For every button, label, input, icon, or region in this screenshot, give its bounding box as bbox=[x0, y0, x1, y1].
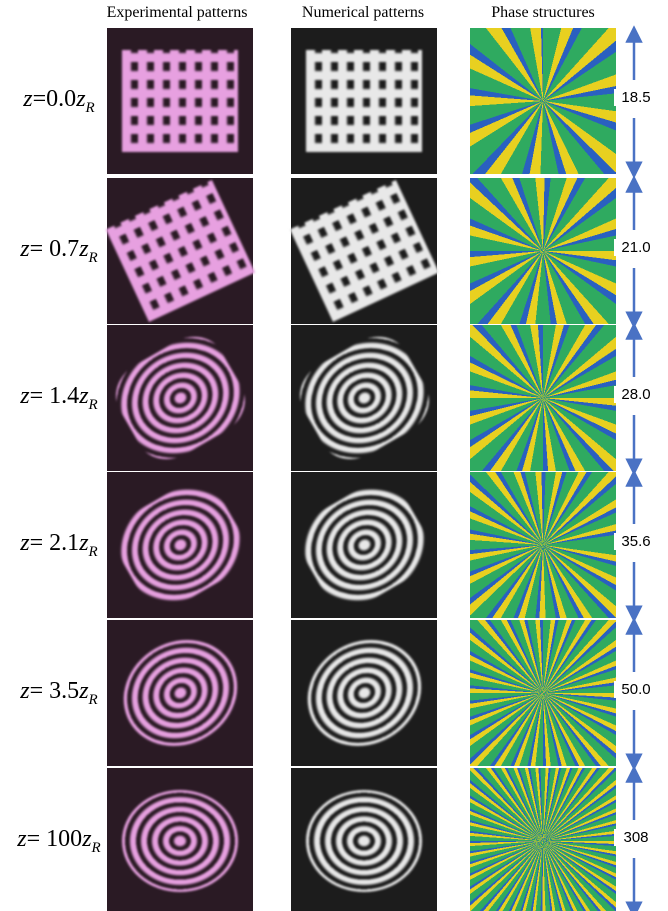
var: z bbox=[20, 383, 29, 409]
row-label: z= 0.7zR bbox=[4, 236, 114, 267]
value: = 1.4 bbox=[30, 383, 80, 409]
value: = 2.1 bbox=[30, 530, 80, 556]
scale-value: 50.0 bbox=[614, 681, 658, 698]
pattern bbox=[306, 790, 423, 892]
subscript: R bbox=[89, 692, 98, 708]
phase-image bbox=[470, 472, 616, 618]
pattern bbox=[288, 620, 440, 767]
experimental-image bbox=[107, 178, 253, 324]
numerical-image bbox=[291, 28, 437, 174]
figure: Experimental patterns Numerical patterns… bbox=[0, 0, 668, 911]
numerical-image bbox=[291, 768, 437, 911]
phase-image bbox=[470, 178, 616, 324]
experimental-image bbox=[107, 620, 253, 766]
pattern bbox=[104, 472, 256, 619]
phase-image bbox=[470, 28, 616, 174]
var: z bbox=[20, 530, 29, 556]
subscript: R bbox=[89, 544, 98, 560]
experimental-image bbox=[107, 28, 253, 174]
var: z bbox=[20, 236, 29, 262]
numerical-image bbox=[291, 620, 437, 766]
experimental-image bbox=[107, 325, 253, 471]
row-label: z=0.0zR bbox=[4, 86, 114, 117]
scale-value: 35.6 bbox=[614, 533, 658, 550]
value: = 3.5 bbox=[30, 678, 80, 704]
var: z bbox=[82, 826, 91, 852]
scale-value: 308 bbox=[614, 829, 658, 846]
var: z bbox=[23, 86, 32, 112]
var: z bbox=[20, 678, 29, 704]
pattern bbox=[288, 472, 440, 619]
var: z bbox=[79, 383, 88, 409]
numerical-image bbox=[291, 178, 437, 324]
pattern bbox=[289, 180, 438, 322]
pattern bbox=[122, 790, 239, 892]
var: z bbox=[17, 826, 26, 852]
var: z bbox=[79, 236, 88, 262]
phase-image bbox=[470, 325, 616, 471]
pattern bbox=[122, 50, 239, 152]
scale-value: 21.0 bbox=[614, 239, 658, 256]
scale-value: 18.5 bbox=[614, 89, 658, 106]
phase-image bbox=[470, 768, 616, 911]
value: =0.0 bbox=[33, 86, 77, 112]
numerical-image bbox=[291, 472, 437, 618]
pattern bbox=[105, 180, 254, 322]
pattern bbox=[288, 325, 440, 472]
row-label: z= 3.5zR bbox=[4, 678, 114, 709]
phase-image bbox=[470, 620, 616, 766]
experimental-image bbox=[107, 472, 253, 618]
subscript: R bbox=[86, 100, 95, 116]
subscript: R bbox=[89, 250, 98, 266]
subscript: R bbox=[92, 840, 101, 856]
subscript: R bbox=[89, 397, 98, 413]
value: = 100 bbox=[27, 826, 83, 852]
experimental-image bbox=[107, 768, 253, 911]
scale-value: 28.0 bbox=[614, 386, 658, 403]
row-label: z= 100zR bbox=[4, 826, 114, 857]
pattern bbox=[306, 50, 423, 152]
var: z bbox=[79, 678, 88, 704]
row-label: z= 1.4zR bbox=[4, 383, 114, 414]
pattern bbox=[104, 620, 256, 767]
value: = 0.7 bbox=[30, 236, 80, 262]
var: z bbox=[79, 530, 88, 556]
row-label: z= 2.1zR bbox=[4, 530, 114, 561]
pattern bbox=[104, 325, 256, 472]
numerical-image bbox=[291, 325, 437, 471]
var: z bbox=[76, 86, 85, 112]
